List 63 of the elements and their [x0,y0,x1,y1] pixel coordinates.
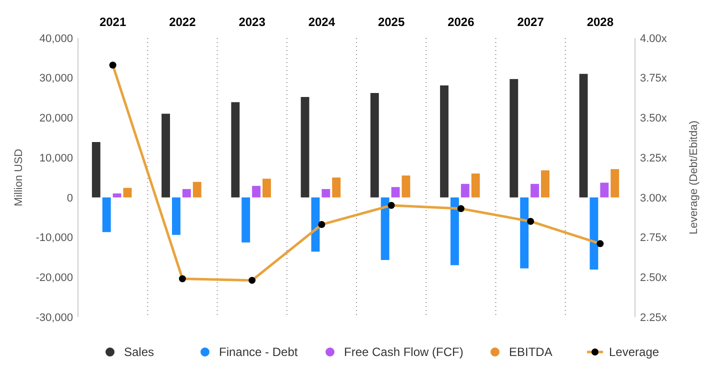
x-tick-label: 2027 [517,15,544,29]
bar [370,93,379,198]
y-tick-label: 40,000 [39,32,73,45]
y2-axis-title: Leverage (Debt/Ebitda) [688,120,700,234]
y-tick-label: 30,000 [39,72,73,85]
x-tick-label: 2026 [448,15,475,29]
y2-tick-label: 3.50x [640,112,668,125]
bar [162,114,170,198]
bar [192,182,202,198]
bar [600,182,609,198]
y-tick-label: 0 [66,192,73,204]
x-tick-label: 2028 [586,15,614,29]
y-tick-label: 20,000 [39,112,73,125]
bar [102,197,111,232]
bar [300,96,310,198]
bar [510,79,518,198]
legend-label: EBITDA [509,345,552,360]
bar [123,188,132,198]
y2-tick-label: 4.00x [640,32,668,45]
legend-label: Finance - Debt [219,345,298,360]
y2-tick-label: 3.75x [640,72,668,85]
bar [391,187,400,198]
y-axis-title: Million USD [13,148,25,206]
bar [92,142,100,198]
y-tick-label: 10,000 [39,152,73,164]
y-tick-label: -20,000 [36,272,73,284]
bar [530,184,540,198]
bar [541,170,550,198]
bar [262,178,271,198]
x-tick-label: 2021 [99,15,126,29]
bar [332,178,341,198]
x-tick-label: 2024 [308,15,336,29]
bar [460,184,470,198]
y2-tick-label: 3.00x [640,192,668,204]
y2-tick-label: 3.25x [640,152,668,164]
bar [380,197,390,260]
bar [242,197,250,242]
bar [471,174,480,198]
y2-tick-label: 2.25x [640,312,668,324]
legend-label: Free Cash Flow (FCF) [344,345,464,360]
y-tick-label: -30,000 [36,312,73,324]
y-tick-label: -10,000 [36,232,73,244]
x-tick-label: 2025 [378,15,405,29]
bar [590,197,598,270]
bar [252,186,261,198]
legend-label: Sales [124,345,154,360]
bar [520,197,529,268]
bar [172,197,180,235]
legend-label: Leverage [609,345,660,360]
bar [450,197,459,266]
bar [402,176,410,198]
bar [182,189,191,198]
y2-tick-label: 2.75x [640,232,668,244]
bar [311,197,320,252]
x-tick-label: 2022 [169,15,196,29]
bar [112,193,122,198]
x-tick-label: 2023 [238,15,266,29]
bar [231,102,240,198]
bar [440,85,448,198]
y2-tick-label: 2.50x [640,272,668,284]
bar [579,74,588,198]
bar [322,189,330,198]
bar [610,169,620,198]
